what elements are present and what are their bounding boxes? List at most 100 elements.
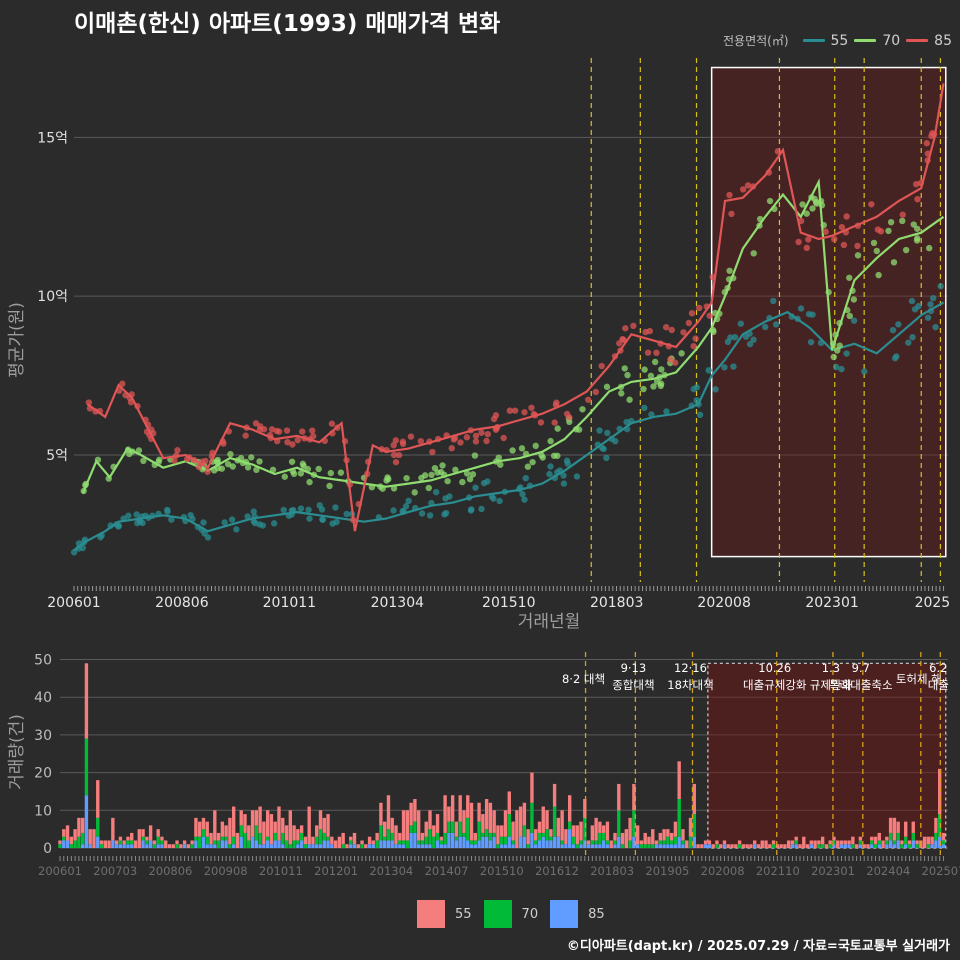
volume-bar	[492, 836, 496, 848]
volume-bar	[360, 844, 364, 848]
x-tick-label: 200601	[47, 595, 100, 611]
volume-bar	[454, 821, 459, 837]
volume-bar	[552, 806, 557, 837]
data-point	[425, 484, 432, 492]
volume-bar	[658, 840, 662, 845]
volume-bar	[560, 840, 564, 845]
data-point	[809, 311, 816, 318]
data-point	[895, 321, 902, 328]
volume-bar	[152, 844, 157, 848]
data-point	[547, 463, 554, 470]
volume-bar	[375, 832, 379, 841]
legend-bottom-item-55[interactable]: 55	[417, 900, 472, 928]
volume-bar	[432, 836, 436, 848]
data-point	[663, 408, 670, 415]
legend-item-85[interactable]: 85	[906, 33, 952, 49]
data-point	[457, 439, 464, 446]
data-point	[630, 322, 637, 330]
volume-bar	[885, 844, 889, 848]
data-point	[913, 237, 921, 244]
volume-bar	[571, 825, 576, 837]
volume-bar	[141, 836, 145, 841]
volume-bar	[503, 836, 508, 845]
data-point	[766, 197, 774, 205]
policy-annotation: 대출규제강화	[743, 678, 807, 692]
volume-bar	[281, 817, 285, 833]
data-point	[910, 221, 917, 228]
volume-bar	[930, 844, 934, 848]
volume-bar	[435, 814, 440, 833]
volume-bar	[296, 840, 300, 845]
volume-bar	[401, 844, 406, 848]
volume-bar	[477, 802, 481, 822]
legend-label-55: 55	[830, 32, 849, 49]
highlight-box	[707, 662, 947, 849]
volume-bar	[250, 836, 255, 848]
data-point	[550, 452, 558, 459]
volume-bar	[938, 836, 942, 848]
data-point	[297, 505, 305, 512]
data-point	[139, 519, 146, 527]
data-point	[385, 475, 392, 483]
volume-bar	[500, 836, 504, 845]
data-point	[642, 328, 649, 336]
x-tick-label: 2025	[915, 595, 951, 611]
legend-item-70[interactable]: 70	[854, 33, 900, 49]
volume-bar	[873, 836, 878, 845]
volume-bar	[526, 829, 530, 845]
legend-top: 전용면적(㎡) 55 70 85	[723, 32, 952, 49]
volume-bar	[643, 832, 647, 845]
legend-label-85: 85	[934, 32, 952, 49]
volume-bar	[522, 836, 527, 848]
volume-bar	[288, 810, 292, 845]
volume-bar	[711, 844, 715, 848]
volume-bar	[118, 840, 123, 845]
volume-bar	[552, 783, 557, 807]
volume-bar	[790, 840, 795, 845]
volume-bar	[541, 806, 545, 833]
volume-bar	[307, 844, 311, 848]
volume-bar	[277, 806, 281, 841]
volume-bar	[88, 829, 92, 845]
volume-bar	[469, 840, 474, 845]
volume-bar	[545, 810, 549, 830]
legend-bottom-item-70[interactable]: 70	[483, 900, 538, 928]
volume-bar	[262, 844, 266, 848]
volume-bar	[69, 836, 74, 845]
volume-bar	[349, 840, 353, 845]
volume-bar	[103, 840, 107, 848]
volume-bar	[239, 810, 243, 826]
data-point	[252, 420, 260, 427]
volume-bar	[934, 817, 938, 833]
policy-annotation: 토허제 해	[896, 672, 942, 686]
volume-bar	[594, 844, 598, 848]
data-point	[407, 433, 415, 440]
x-tick-label: 200703	[93, 864, 137, 878]
volume-bar	[481, 836, 485, 848]
volume-bar	[288, 844, 292, 848]
volume-bar	[571, 844, 576, 848]
volume-bar	[394, 844, 398, 848]
volume-bar	[832, 844, 836, 848]
data-point	[739, 186, 747, 193]
x-tick-label: 202507	[922, 864, 960, 878]
volume-bar	[590, 825, 595, 841]
x-tick-label: 202301	[805, 595, 858, 611]
volume-bar	[458, 821, 462, 837]
data-point	[724, 338, 732, 346]
data-point	[650, 383, 657, 390]
volume-bar	[80, 832, 85, 845]
volume-bar	[904, 821, 908, 837]
data-point	[742, 333, 750, 340]
volume-bar	[515, 810, 519, 848]
legend-bottom-item-85[interactable]: 85	[550, 900, 605, 928]
data-point	[746, 340, 754, 348]
volume-bar	[311, 836, 315, 845]
volume-bar	[617, 783, 621, 811]
data-point	[463, 470, 471, 477]
legend-item-55[interactable]: 55	[802, 32, 849, 49]
legend-label-70: 70	[882, 32, 901, 49]
data-point	[836, 342, 843, 349]
volume-bar	[828, 844, 832, 848]
volume-bar	[250, 810, 255, 837]
